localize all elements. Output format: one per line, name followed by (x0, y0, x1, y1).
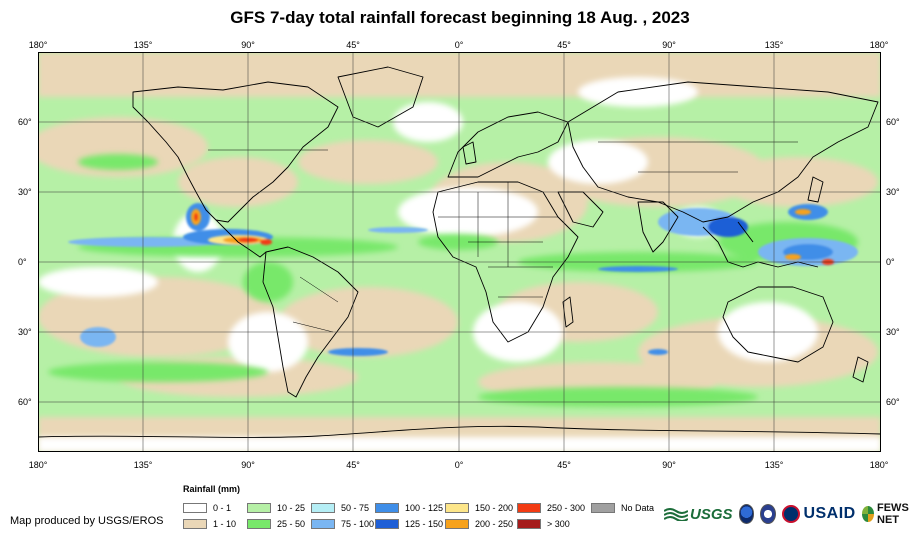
legend-item: 150 - 200 (445, 502, 513, 514)
legend-item: 200 - 250 (445, 518, 513, 530)
legend-label: 10 - 25 (277, 503, 306, 513)
legend-swatch (375, 503, 399, 513)
rainfall-map (38, 52, 881, 452)
legend-swatch (247, 519, 271, 529)
lat-tick: 60° (18, 397, 32, 407)
map-frame (38, 52, 881, 452)
lon-tick: 45° (557, 460, 571, 470)
usaid-seal-icon (782, 505, 801, 523)
lat-tick: 0° (18, 257, 27, 267)
legend-swatch (517, 519, 541, 529)
lon-tick: 90° (241, 40, 255, 50)
legend-label: 75 - 100 (341, 519, 375, 529)
partner-logos: USGS USAID FEWS NET (664, 500, 920, 528)
fewsnet-wordmark: FEWS NET (877, 502, 909, 526)
legend-swatch (311, 503, 335, 513)
lon-tick: 45° (346, 40, 360, 50)
legend-swatch (183, 519, 207, 529)
legend-item: 10 - 25 (247, 502, 305, 514)
extreme-rain-zones (191, 209, 834, 265)
legend-label: 50 - 75 (341, 503, 370, 513)
legend-swatch (311, 519, 335, 529)
legend-label: 200 - 250 (475, 519, 514, 529)
legend-swatch (591, 503, 615, 513)
legend-label: 25 - 50 (277, 519, 306, 529)
fewsnet-logo: FEWS NET (861, 502, 920, 526)
legend-label: 1 - 10 (213, 519, 237, 529)
legend-swatch (183, 503, 207, 513)
legend-item: > 300 (517, 518, 570, 530)
legend-label: 250 - 300 (547, 503, 586, 513)
lon-tick: 45° (557, 40, 571, 50)
lat-tick: 30° (18, 327, 32, 337)
legend: 0 - 1 1 - 10 10 - 25 25 - 50 50 - 75 75 … (183, 502, 673, 534)
rainfall-map-canvas (38, 52, 881, 452)
graticule (38, 52, 881, 452)
lon-tick: 135° (133, 40, 153, 50)
legend-item: 125 - 150 (375, 518, 443, 530)
legend-swatch (445, 503, 469, 513)
legend-item: No Data (591, 502, 654, 514)
map-credit: Map produced by USGS/EROS (10, 515, 164, 527)
legend-swatch (247, 503, 271, 513)
legend-item: 250 - 300 (517, 502, 585, 514)
legend-label: 100 - 125 (405, 503, 444, 513)
legend-item: 50 - 75 (311, 502, 369, 514)
legend-swatch (445, 519, 469, 529)
fewsnet-leaf-icon (861, 506, 874, 522)
lon-tick: 45° (346, 460, 360, 470)
state-dept-seal-icon (760, 504, 777, 524)
lon-tick: 180° (28, 40, 48, 50)
legend-label: 0 - 1 (213, 503, 232, 513)
lon-tick: 90° (662, 40, 676, 50)
legend-item: 25 - 50 (247, 518, 305, 530)
coastlines (38, 66, 881, 438)
legend-swatch (375, 519, 399, 529)
legend-title: Rainfall (mm) (183, 484, 241, 494)
lat-tick: 30° (886, 187, 900, 197)
map-title: GFS 7-day total rainfall forecast beginn… (230, 8, 690, 27)
usgs-wordmark: USGS (690, 505, 733, 523)
lat-tick: 30° (18, 187, 32, 197)
country-borders (208, 141, 798, 333)
legend-swatch (517, 503, 541, 513)
legend-label: No Data (621, 503, 655, 513)
lon-tick: 0° (454, 40, 464, 50)
lat-tick: 0° (886, 257, 895, 267)
legend-item: 100 - 125 (375, 502, 443, 514)
lon-tick: 90° (241, 460, 255, 470)
usgs-wave-icon (664, 508, 688, 521)
lon-tick: 180° (869, 460, 889, 470)
lon-tick: 0° (454, 460, 464, 470)
lat-tick: 60° (886, 117, 900, 127)
noaa-seal-icon (738, 504, 755, 524)
legend-label: 150 - 200 (475, 503, 514, 513)
lon-tick: 135° (133, 460, 153, 470)
usaid-logo: USAID (782, 505, 855, 523)
usgs-logo: USGS (664, 506, 733, 523)
lat-tick: 30° (886, 327, 900, 337)
lon-tick: 90° (662, 460, 676, 470)
usaid-wordmark: USAID (803, 505, 856, 522)
lat-tick: 60° (18, 117, 32, 127)
lon-tick: 135° (764, 460, 784, 470)
lon-tick: 180° (28, 460, 48, 470)
legend-item: 1 - 10 (183, 518, 236, 530)
legend-label: > 300 (547, 519, 570, 529)
lat-tick: 60° (886, 397, 900, 407)
legend-item: 75 - 100 (311, 518, 374, 530)
lon-tick: 180° (869, 40, 889, 50)
legend-label: 125 - 150 (405, 519, 444, 529)
legend-item: 0 - 1 (183, 502, 231, 514)
lon-tick: 135° (764, 40, 784, 50)
